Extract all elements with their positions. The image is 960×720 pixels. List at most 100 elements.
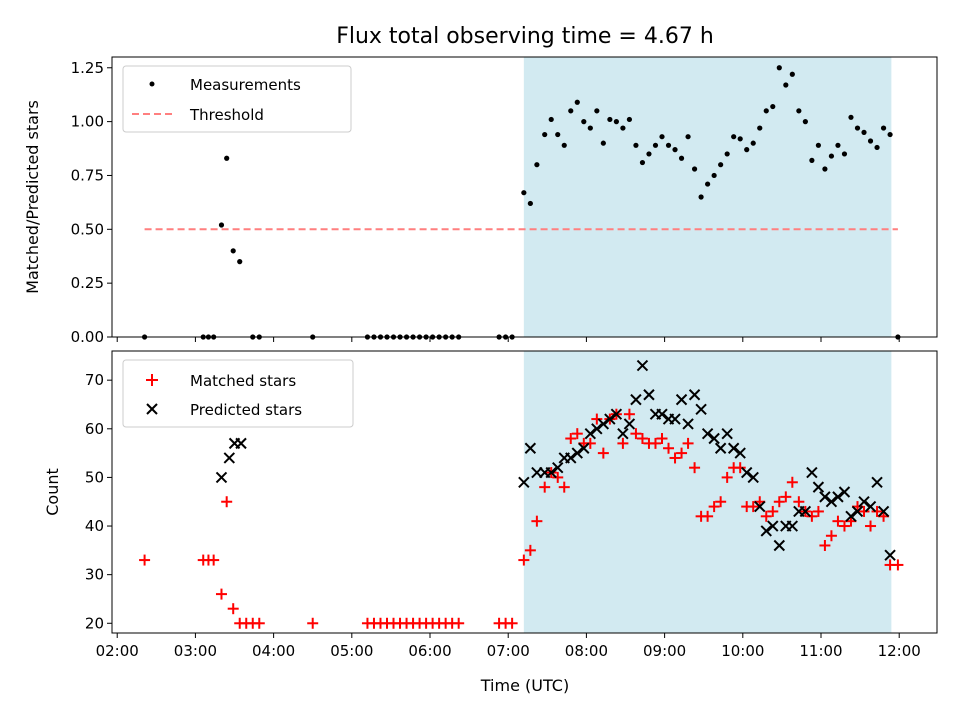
- measurement-point: [639, 159, 646, 166]
- predicted-star-point: [734, 447, 746, 459]
- measurement-point: [737, 136, 743, 142]
- count-axes-frame: [111, 350, 938, 634]
- predicted-star-point: [845, 510, 857, 523]
- measurement-point: [874, 144, 880, 151]
- predicted-star-point: [812, 481, 825, 493]
- ratio-y-tick-label: 1.25: [71, 59, 104, 77]
- measurement-point: [809, 157, 815, 163]
- predicted-star-point: [623, 418, 636, 430]
- measurement-point: [646, 151, 652, 157]
- ratio-y-tick-label: 0.75: [71, 166, 104, 184]
- matched-star-point: [656, 433, 668, 445]
- matched-star-point: [663, 442, 675, 454]
- predicted-star-point: [584, 427, 597, 440]
- measurement-point: [218, 222, 225, 228]
- matched-star-point: [689, 462, 701, 474]
- matched-star-point: [636, 433, 648, 445]
- ratio-x-ticks: [116, 337, 900, 342]
- matched-star-point: [793, 496, 805, 508]
- ratio-axes-frame: [111, 56, 938, 338]
- matched-star-point: [227, 603, 239, 615]
- matched-star-point: [221, 496, 233, 508]
- x-tick-label: 04:00: [252, 642, 295, 660]
- measurement-point: [698, 194, 704, 200]
- predicted-star-point: [767, 520, 779, 532]
- matched-star-point: [819, 539, 831, 551]
- x-tick-label: 05:00: [330, 642, 373, 660]
- measurement-point: [659, 134, 665, 140]
- measurement-point: [724, 151, 730, 157]
- measurement-point: [776, 65, 782, 71]
- measurement-point: [880, 125, 887, 131]
- matched-star-point: [669, 452, 681, 464]
- measurement-point: [555, 131, 561, 138]
- matched-star-point: [715, 496, 727, 508]
- measurement-point: [796, 108, 802, 114]
- x-tick-label: 06:00: [408, 642, 451, 660]
- count-y-axis-label: Count: [43, 468, 62, 516]
- measurement-point: [237, 259, 243, 265]
- matched-star-point: [812, 505, 824, 517]
- ratio-y-tick-label: 0.00: [71, 328, 104, 346]
- measurement-point: [731, 134, 737, 140]
- matched-star-point: [702, 510, 714, 522]
- measurement-point: [718, 162, 724, 168]
- measurement-point: [822, 166, 828, 172]
- predicted-star-point: [754, 500, 766, 513]
- measurement-point: [224, 155, 230, 161]
- matched-star-point: [518, 554, 530, 566]
- predicted-star-point: [832, 491, 844, 503]
- measurement-point: [815, 142, 821, 148]
- matched-star-point: [565, 433, 577, 445]
- predicted-star-point: [565, 452, 577, 464]
- measurement-point: [568, 108, 574, 114]
- measurement-point: [665, 142, 672, 148]
- measurement-point: [783, 82, 789, 88]
- matched-star-point: [858, 505, 870, 517]
- legend-predicted-label: Predicted stars: [190, 401, 302, 419]
- predicted-star-point: [597, 418, 610, 430]
- predicted-star-point: [524, 442, 537, 454]
- measurement-point: [770, 103, 776, 110]
- predicted-star-point: [741, 466, 753, 479]
- count-legend: Matched stars Predicted stars: [122, 359, 354, 428]
- chart-title: Flux total observing time = 4.67 h: [336, 24, 714, 49]
- predicted-star-point: [851, 505, 864, 518]
- matched-star-point: [708, 501, 720, 513]
- ratio-y-tick-label: 1.00: [71, 113, 104, 131]
- matched-star-point: [767, 505, 779, 517]
- x-tick-label: 11:00: [799, 642, 842, 660]
- matched-star-point: [208, 554, 220, 566]
- measurement-point: [548, 116, 554, 123]
- count-points: [139, 359, 904, 629]
- predicted-star-point: [215, 471, 228, 484]
- matched-star-point: [139, 554, 151, 566]
- x-tick-label: 10:00: [721, 642, 764, 660]
- legend-matched-marker: [146, 374, 158, 386]
- predicted-star-point: [656, 408, 668, 420]
- matched-star-point: [597, 447, 609, 459]
- ratio-panel: 0.00 0.25 0.50 0.75 1.00 1.25 Matched/Predict…: [23, 56, 938, 346]
- matched-star-point: [676, 447, 688, 459]
- matched-star-point: [630, 428, 642, 440]
- matched-star-point: [682, 437, 694, 449]
- measurement-point: [600, 140, 606, 146]
- count-y-tick-label: 50: [85, 468, 104, 486]
- measurement-point: [613, 119, 619, 125]
- matched-star-point: [773, 496, 785, 508]
- predicted-star-point: [799, 505, 812, 518]
- measurement-point: [685, 134, 691, 140]
- matched-star-point: [838, 520, 850, 532]
- measurement-point: [633, 142, 639, 148]
- measurement-point: [620, 125, 626, 131]
- predicted-star-point: [688, 389, 701, 401]
- count-shaded-region: [523, 351, 892, 633]
- measurement-point: [521, 190, 527, 196]
- measurement-point: [587, 125, 593, 131]
- matched-star-point: [591, 413, 603, 425]
- predicted-star-point: [701, 427, 714, 440]
- matched-star-point: [780, 491, 792, 503]
- matched-star-point: [649, 437, 661, 449]
- ratio-legend: Measurements Threshold: [122, 65, 352, 133]
- predicted-star-point: [877, 505, 890, 518]
